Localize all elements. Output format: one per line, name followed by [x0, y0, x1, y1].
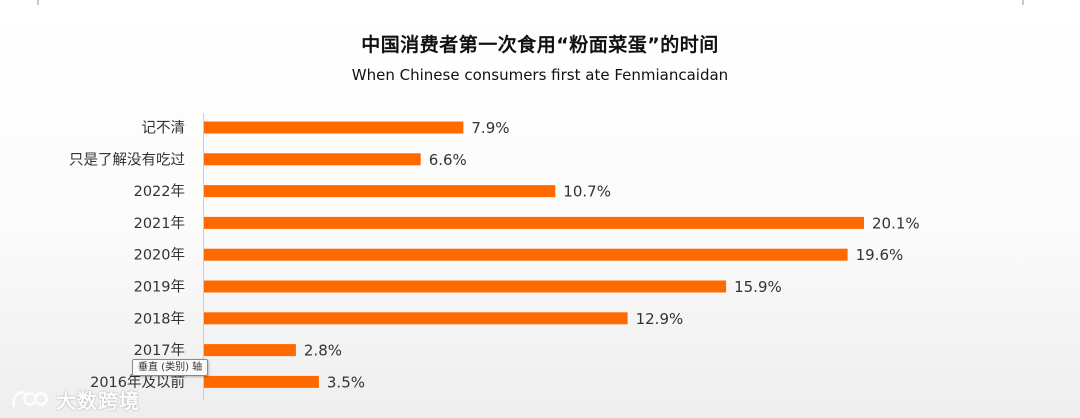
bar[interactable] [204, 344, 296, 357]
value-label: 20.1% [872, 214, 920, 232]
category-label: 2019年 [134, 279, 185, 296]
bar[interactable] [204, 216, 864, 229]
bar[interactable] [204, 185, 556, 198]
category-label: 2016年及以前 [90, 374, 185, 391]
top-edge-mark-right [1022, 0, 1024, 5]
watermark: 大数跨境 [10, 384, 140, 414]
bar[interactable] [204, 312, 628, 325]
category-label: 2018年 [134, 310, 185, 327]
value-label: 2.8% [304, 342, 342, 360]
bar[interactable] [204, 280, 727, 293]
category-label: 2017年 [134, 342, 185, 359]
bar[interactable] [204, 121, 464, 134]
category-label: 2020年 [134, 247, 185, 264]
category-label: 记不清 [142, 120, 186, 137]
chart-title: 中国消费者第一次食用“粉面菜蛋”的时间 [361, 34, 719, 56]
category-label: 2021年 [134, 215, 185, 232]
logo-icon [12, 391, 48, 408]
bars-group: 记不清 7.9% 只是了解没有吃过 6.6% 2022年 10.7% 2021年 20.1% 2… [69, 119, 920, 391]
top-edge-mark-left [37, 0, 39, 5]
category-label: 只是了解没有吃过 [69, 151, 185, 168]
bar[interactable] [204, 153, 421, 166]
bar[interactable] [204, 248, 848, 261]
value-label: 12.9% [636, 310, 684, 328]
chart-subtitle: When Chinese consumers first ate Fenmian… [351, 66, 729, 84]
value-label: 19.6% [856, 246, 904, 264]
value-label: 3.5% [327, 373, 365, 391]
value-label: 15.9% [734, 278, 782, 296]
value-label: 6.6% [429, 151, 467, 169]
value-label: 10.7% [563, 183, 611, 201]
category-label: 2022年 [134, 183, 185, 200]
watermark-text: 大数跨境 [56, 388, 140, 413]
bar[interactable] [204, 375, 319, 388]
axis-tooltip: 垂直 (类别) 轴 [132, 359, 209, 376]
value-label: 7.9% [471, 119, 509, 137]
